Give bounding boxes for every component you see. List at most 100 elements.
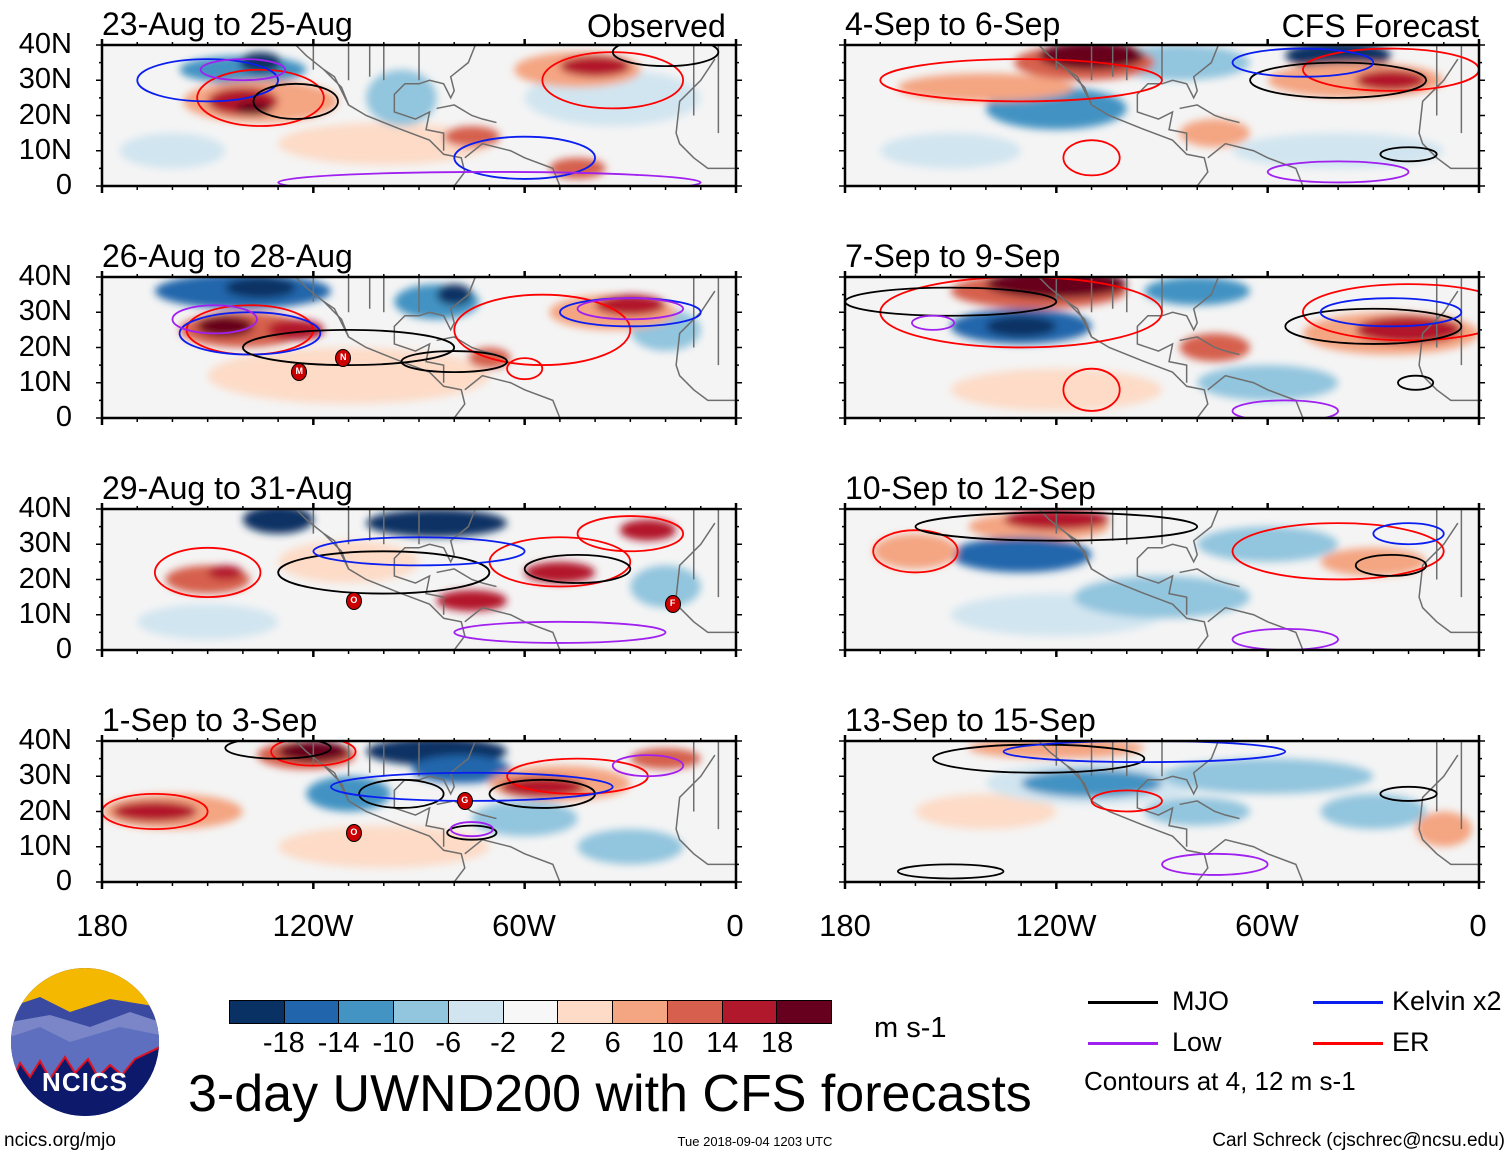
low-contour: [611, 754, 685, 778]
panel-title: 29-Aug to 31-Aug: [102, 470, 353, 506]
credit: Carl Schreck (cjschrec@ncsu.edu): [1212, 1130, 1505, 1151]
lon-label: 60W: [492, 908, 556, 943]
mjo-contour: [1379, 785, 1438, 802]
coastline: [295, 741, 466, 882]
wind-anomaly-shading: [630, 565, 701, 608]
source-url[interactable]: ncics.org/mjo: [4, 1130, 116, 1151]
wind-anomaly-shading: [443, 126, 500, 148]
panel-title: 23-Aug to 25-Aug: [102, 6, 353, 42]
coastline: [1038, 741, 1209, 882]
legend-swatch-mjo: [1088, 1001, 1158, 1004]
map-panel: 13-Sep to 15-Sep: [839, 704, 1485, 889]
wind-anomaly-shading: [366, 509, 508, 538]
lat-label: 40N: [18, 260, 72, 292]
map-panel: 26-Aug to 28-Aug M N 40N 30N 20N 10N 0: [19, 240, 742, 432]
low-contour: [576, 297, 685, 321]
colorbar-swatch: [558, 1001, 614, 1023]
map-panel: 10-Sep to 12-Sep: [839, 472, 1485, 657]
lon-label: 0: [1469, 908, 1487, 943]
mjo-contour: [242, 329, 456, 367]
er-contour: [872, 529, 959, 574]
tropical-cyclone-icon: F: [664, 595, 681, 614]
wind-anomaly-shading: [411, 755, 511, 784]
wind-anomaly-shading: [242, 509, 314, 534]
coastline: [1179, 568, 1240, 588]
coastline: [464, 606, 561, 650]
wind-anomaly-shading: [225, 277, 296, 299]
wind-anomaly-shading: [985, 315, 1057, 337]
legend-label-low: Low: [1172, 1027, 1222, 1057]
coastline: [1066, 765, 1093, 802]
observed-label: Observed: [587, 8, 726, 44]
coastline: [1136, 45, 1220, 151]
coastline: [464, 142, 561, 186]
coastline: [323, 301, 350, 338]
er-contour: [270, 741, 357, 767]
wind-anomaly-shading: [436, 590, 508, 612]
low-contour: [171, 304, 258, 335]
colorbar-tick-label: -10: [372, 1027, 415, 1059]
lat-label: 30N: [18, 295, 72, 328]
er-contour: [1090, 789, 1163, 813]
wind-map: [839, 503, 1485, 657]
coastline: [323, 533, 350, 570]
mjo-contour: [523, 553, 632, 584]
er-contour: [1231, 522, 1445, 581]
kelvin-contour: [1319, 297, 1463, 328]
legend-swatch-low: [1088, 1042, 1158, 1045]
coastline: [1066, 69, 1093, 106]
low-contour: [1161, 852, 1269, 876]
wind-map: [96, 735, 742, 889]
coastline: [1179, 336, 1240, 356]
wind-anomaly-shading: [239, 52, 282, 74]
coastline: [323, 69, 350, 106]
wind-anomaly-shading: [1144, 277, 1251, 306]
wind-anomaly-shading: [1074, 576, 1250, 619]
kelvin-contour: [1372, 522, 1445, 546]
wind-anomaly-shading: [1162, 758, 1374, 794]
wind-anomaly-shading: [207, 347, 490, 404]
wind-anomaly-shading: [619, 519, 677, 541]
panel-title: 7-Sep to 9-Sep: [845, 238, 1061, 274]
lat-label: 40N: [18, 28, 72, 60]
wind-anomaly-shading: [471, 800, 578, 837]
colorbar-units: m s-1: [874, 1012, 947, 1044]
coastline: [1136, 277, 1220, 383]
tropical-cyclone-icon: M: [291, 363, 308, 382]
coastline: [1066, 301, 1093, 338]
lat-label: 20N: [18, 330, 72, 363]
coastline: [1207, 606, 1304, 650]
coastline: [1038, 509, 1209, 650]
wind-anomaly-shading: [267, 319, 324, 341]
map-panel: 29-Aug to 31-Aug O F 40N 30N 20N 10N 0: [19, 472, 742, 664]
low-contour: [199, 58, 287, 82]
wind-map: [839, 271, 1485, 425]
wind-anomaly-shading: [950, 368, 1162, 411]
mjo-contour: [1379, 146, 1438, 163]
wind-anomaly-shading: [1179, 119, 1251, 148]
lon-label: 120W: [272, 908, 354, 943]
lat-label: 30N: [18, 759, 72, 792]
lat-label: 20N: [18, 562, 72, 595]
colorbar-swatch: [394, 1001, 449, 1023]
coastline: [295, 509, 466, 650]
panel-title: 26-Aug to 28-Aug: [102, 238, 353, 274]
tropical-cyclone-icon: G: [456, 791, 473, 810]
map-panel: 7-Sep to 9-Sep: [839, 240, 1485, 425]
lat-label: 0: [55, 169, 72, 201]
coastline: [1207, 374, 1304, 418]
er-contour: [1062, 367, 1121, 412]
colorbar-tick-label: -2: [490, 1027, 516, 1059]
tropical-cyclone-icon: O: [345, 591, 362, 610]
colorbar-tick-label: 10: [651, 1027, 684, 1059]
lat-label: 0: [55, 401, 72, 433]
wind-anomaly-shading: [524, 561, 596, 584]
ncics-logo: NCICS: [10, 967, 160, 1117]
panel-title: 1-Sep to 3-Sep: [102, 702, 318, 738]
legend-swatch-kelvin: [1313, 1001, 1383, 1004]
mjo-contour: [1354, 553, 1428, 577]
wind-anomaly-shading: [559, 55, 631, 77]
mjo-contour: [224, 741, 332, 760]
wind-map: [96, 503, 742, 657]
mjo-contour: [1284, 307, 1463, 345]
